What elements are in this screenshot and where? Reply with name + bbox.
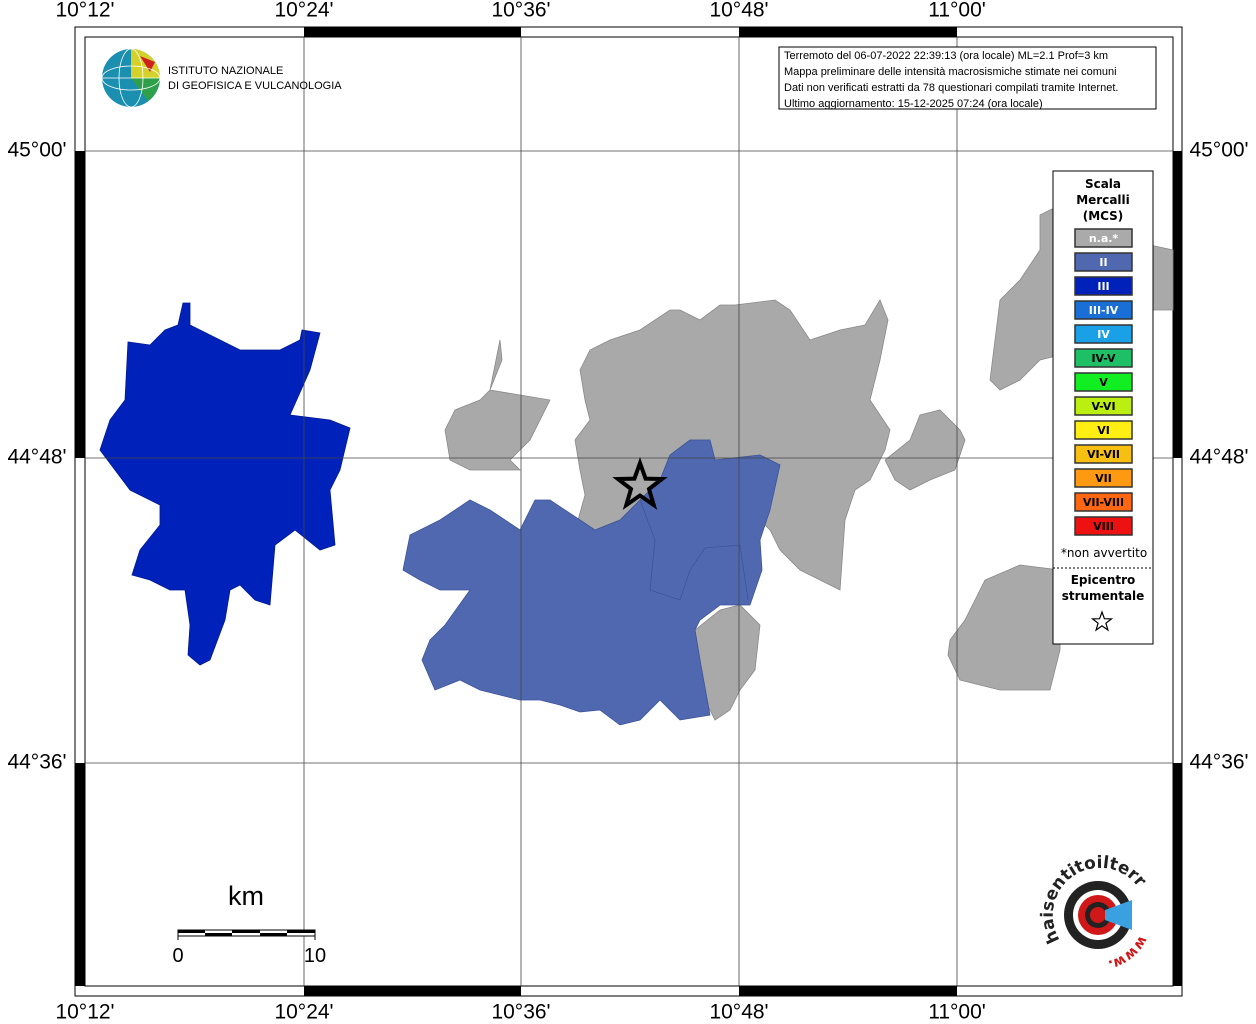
lon-label: 10°36' <box>491 1001 550 1024</box>
legend-label: n.a.* <box>1089 232 1119 245</box>
lon-label: 10°24' <box>274 0 333 22</box>
legend-label: V <box>1099 376 1108 389</box>
legend-label: VI-VII <box>1087 448 1120 461</box>
lat-label: 44°36' <box>1189 751 1248 774</box>
legend-swatch <box>1074 324 1133 344</box>
lat-label: 44°36' <box>7 751 66 774</box>
info-box <box>778 46 1157 110</box>
institute-line: ISTITUTO NAZIONALE <box>168 65 283 77</box>
area <box>884 409 966 491</box>
legend-note: *non avvertito <box>1061 546 1147 560</box>
legend-label: IV-V <box>1091 352 1116 365</box>
lon-label: 10°48' <box>709 1001 768 1024</box>
legend-swatch <box>1074 276 1133 296</box>
lon-label: 10°12' <box>55 1001 114 1024</box>
lon-label: 11°00' <box>928 0 986 22</box>
scale-unit: km <box>228 881 264 911</box>
legend-swatch <box>1074 444 1133 464</box>
frame-bars <box>75 27 1182 996</box>
legend-swatch <box>1074 228 1133 248</box>
scale-label: 0 <box>172 945 183 967</box>
legend-title: (MCS) <box>1083 209 1124 223</box>
legend-swatch <box>1074 300 1133 320</box>
epicenter-star <box>612 457 668 510</box>
area <box>444 339 551 471</box>
legend-label: VII-VIII <box>1083 496 1124 509</box>
lon-label: 10°24' <box>274 1001 333 1024</box>
legend-label: VI <box>1097 424 1110 437</box>
legend-label: VII <box>1095 472 1112 485</box>
institute-line: DI GEOFISICA E VULCANOLOGIA <box>168 80 342 92</box>
legend-swatch <box>1074 372 1133 392</box>
legend-title: Scala <box>1085 177 1121 191</box>
info-line: Mappa preliminare delle intensità macros… <box>784 66 1117 78</box>
legend-swatch <box>1074 516 1133 536</box>
area <box>402 439 781 726</box>
legend-label: VIII <box>1093 520 1114 533</box>
axis-labels: 10°12' 10°12' 10°24' 10°24' 10°36' 10°36' 10°4… <box>7 0 1248 1024</box>
legend-swatch <box>1074 252 1133 272</box>
scale-bar: km 0 10 <box>172 881 326 967</box>
lat-label: 44°48' <box>1189 446 1248 469</box>
legend-swatch <box>1074 348 1133 368</box>
legend-epicenter: Epicentro <box>1071 573 1136 587</box>
legend-label: V-VI <box>1091 400 1115 413</box>
graticule <box>85 37 1173 986</box>
scale-label: 10 <box>304 945 326 967</box>
area <box>99 302 351 666</box>
info-line: Terremoto del 06-07-2022 22:39:13 (ora l… <box>784 50 1108 62</box>
legend-label: III-IV <box>1089 304 1119 317</box>
legend-label: III <box>1097 280 1109 293</box>
lat-label: 45°00' <box>7 139 66 162</box>
info-text: Terremoto del 06-07-2022 22:39:13 (ora l… <box>784 50 1118 110</box>
legend-swatch <box>1074 420 1133 440</box>
legend-title: Mercalli <box>1076 193 1130 207</box>
legend: ScalaMercalli(MCS)n.a.*IIIIIIII-IVIVIV-V… <box>1053 177 1153 632</box>
legend-label: II <box>1099 256 1107 269</box>
lat-label: 44°48' <box>7 446 66 469</box>
lon-label: 11°00' <box>928 1001 986 1024</box>
legend-epicenter: strumentale <box>1062 589 1145 603</box>
area-border <box>639 499 749 601</box>
legend-label: IV <box>1097 328 1110 341</box>
info-line: Dati non verificati estratti da 78 quest… <box>784 82 1118 94</box>
info-line: Ultimo aggiornamento: 15-12-2025 07:24 (… <box>784 98 1043 110</box>
lat-label: 45°00' <box>1189 139 1248 162</box>
lon-label: 10°12' <box>55 0 114 22</box>
lon-label: 10°36' <box>491 0 550 22</box>
legend-swatch <box>1074 468 1133 488</box>
lon-label: 10°48' <box>709 0 768 22</box>
legend-star <box>1090 610 1114 632</box>
legend-swatch <box>1074 396 1133 416</box>
ingv-logo: ISTITUTO NAZIONALE DI GEOFISICA E VULCAN… <box>101 48 342 108</box>
legend-swatch <box>1074 492 1133 512</box>
